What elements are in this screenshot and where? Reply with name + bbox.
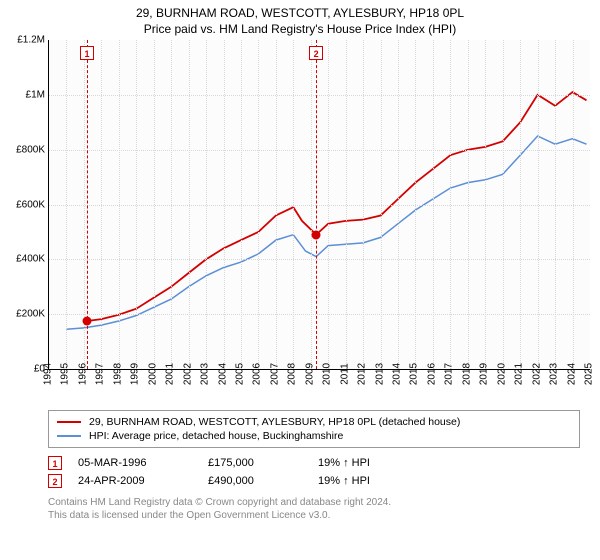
x-tick-label: 2003 [200,363,211,385]
transaction-index: 1 [48,456,62,470]
transaction-pct: 19% ↑ HPI [318,475,418,487]
footnote: Contains HM Land Registry data © Crown c… [48,496,580,522]
x-tick-label: 2007 [269,363,280,385]
x-tick-label: 2025 [584,363,595,385]
x-axis-ticks: 1994199519961997199819992000200120022003… [48,374,590,424]
series-hpi [67,136,587,329]
x-tick-label: 2016 [426,363,437,385]
x-tick-label: 2004 [217,363,228,385]
x-tick-label: 2009 [304,363,315,385]
y-tick-label: £1.2M [17,35,45,46]
transaction-row: 2 24-APR-2009£490,00019% ↑ HPI [48,472,580,490]
x-tick-label: 1999 [130,363,141,385]
x-tick-label: 2000 [147,363,158,385]
x-tick-label: 2023 [549,363,560,385]
y-tick-label: £600K [16,199,45,210]
transaction-date: 24-APR-2009 [78,475,208,487]
legend-row: HPI: Average price, detached house, Buck… [57,429,571,443]
x-tick-label: 1997 [95,363,106,385]
x-tick-label: 1996 [77,363,88,385]
x-tick-label: 1995 [60,363,71,385]
y-tick-label: £400K [16,254,45,265]
x-tick-label: 2012 [357,363,368,385]
transaction-index: 2 [48,474,62,488]
data-point [83,317,92,326]
legend-label: HPI: Average price, detached house, Buck… [89,430,343,442]
x-tick-label: 2011 [339,363,350,385]
x-tick-label: 2002 [182,363,193,385]
x-tick-label: 2015 [409,363,420,385]
x-tick-label: 2018 [461,363,472,385]
x-tick-label: 2010 [322,363,333,385]
x-tick-label: 2001 [165,363,176,385]
x-tick-label: 2019 [479,363,490,385]
x-tick-label: 2021 [514,363,525,385]
x-tick-label: 2006 [252,363,263,385]
footnote-line: Contains HM Land Registry data © Crown c… [48,496,580,509]
x-tick-label: 2014 [392,363,403,385]
x-tick-label: 2013 [374,363,385,385]
x-tick-label: 2005 [234,363,245,385]
marker-index-box: 1 [80,46,94,60]
y-tick-label: £1M [26,89,45,100]
x-tick-label: 2020 [496,363,507,385]
transaction-price: £175,000 [208,457,318,469]
transaction-row: 1 05-MAR-1996£175,00019% ↑ HPI [48,454,580,472]
transactions-table: 1 05-MAR-1996£175,00019% ↑ HPI 2 24-APR-200… [48,454,580,490]
x-tick-label: 1994 [43,363,54,385]
chart-title: 29, BURNHAM ROAD, WESTCOTT, AYLESBURY, H… [0,0,600,20]
price-chart: £0£200K£400K£600K£800K£1M£1.2M12 [48,40,590,370]
y-tick-label: £200K [16,309,45,320]
marker-index-box: 2 [309,46,323,60]
x-tick-label: 1998 [112,363,123,385]
x-tick-label: 2022 [531,363,542,385]
legend-swatch [57,435,81,437]
series-property [87,92,587,321]
transaction-price: £490,000 [208,475,318,487]
x-tick-label: 2017 [444,363,455,385]
footnote-line: This data is licensed under the Open Gov… [48,509,580,522]
x-tick-label: 2024 [566,363,577,385]
data-point [312,230,321,239]
transaction-pct: 19% ↑ HPI [318,457,418,469]
transaction-date: 05-MAR-1996 [78,457,208,469]
y-tick-label: £800K [16,144,45,155]
x-tick-label: 2008 [287,363,298,385]
chart-subtitle: Price paid vs. HM Land Registry's House … [0,20,600,40]
